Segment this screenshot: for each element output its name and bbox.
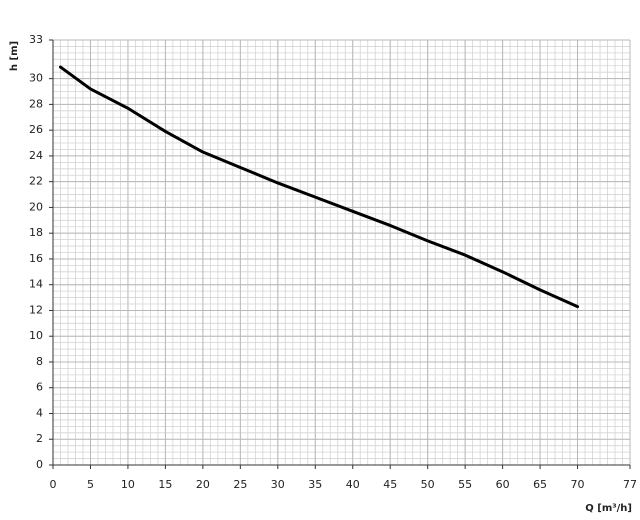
x-tick-label: 77 — [623, 478, 637, 491]
y-tick-label: 26 — [29, 123, 43, 136]
x-tick-label: 70 — [571, 478, 585, 491]
x-tick-label: 60 — [496, 478, 510, 491]
y-tick-label: 22 — [29, 175, 43, 188]
curve — [58, 65, 580, 309]
y-tick-label: 33 — [29, 33, 43, 46]
y-tick-label: 16 — [29, 252, 43, 265]
x-axis-label: Q [m³/h] — [585, 503, 632, 514]
x-tick-label: 30 — [271, 478, 285, 491]
y-tick-label: 10 — [29, 329, 43, 342]
y-tick-label: 6 — [36, 381, 43, 394]
x-tick-label: 15 — [158, 478, 172, 491]
x-tick-label: 5 — [87, 478, 94, 491]
x-tick-label: 45 — [383, 478, 397, 491]
y-tick-label: 0 — [36, 458, 43, 471]
y-tick-label: 4 — [36, 406, 43, 419]
y-tick-label: 12 — [29, 303, 43, 316]
x-tick-label: 35 — [308, 478, 322, 491]
y-tick-label: 18 — [29, 226, 43, 239]
y-tick-label: 14 — [29, 278, 43, 291]
y-tick-label: 30 — [29, 72, 43, 85]
x-tick-label: 20 — [196, 478, 210, 491]
x-tick-label: 65 — [533, 478, 547, 491]
x-tick-label: 10 — [121, 478, 135, 491]
x-tick-label: 55 — [458, 478, 472, 491]
y-tick-label: 2 — [36, 432, 43, 445]
x-tick-label: 40 — [346, 478, 360, 491]
y-axis-label: h [m] — [9, 41, 20, 71]
x-tick-label: 0 — [50, 478, 57, 491]
x-tick-label: 50 — [421, 478, 435, 491]
y-tick-label: 20 — [29, 200, 43, 213]
y-tick-label: 8 — [36, 355, 43, 368]
x-tick-label: 25 — [233, 478, 247, 491]
y-tick-label: 24 — [29, 149, 43, 162]
y-tick-label: 28 — [29, 97, 43, 110]
